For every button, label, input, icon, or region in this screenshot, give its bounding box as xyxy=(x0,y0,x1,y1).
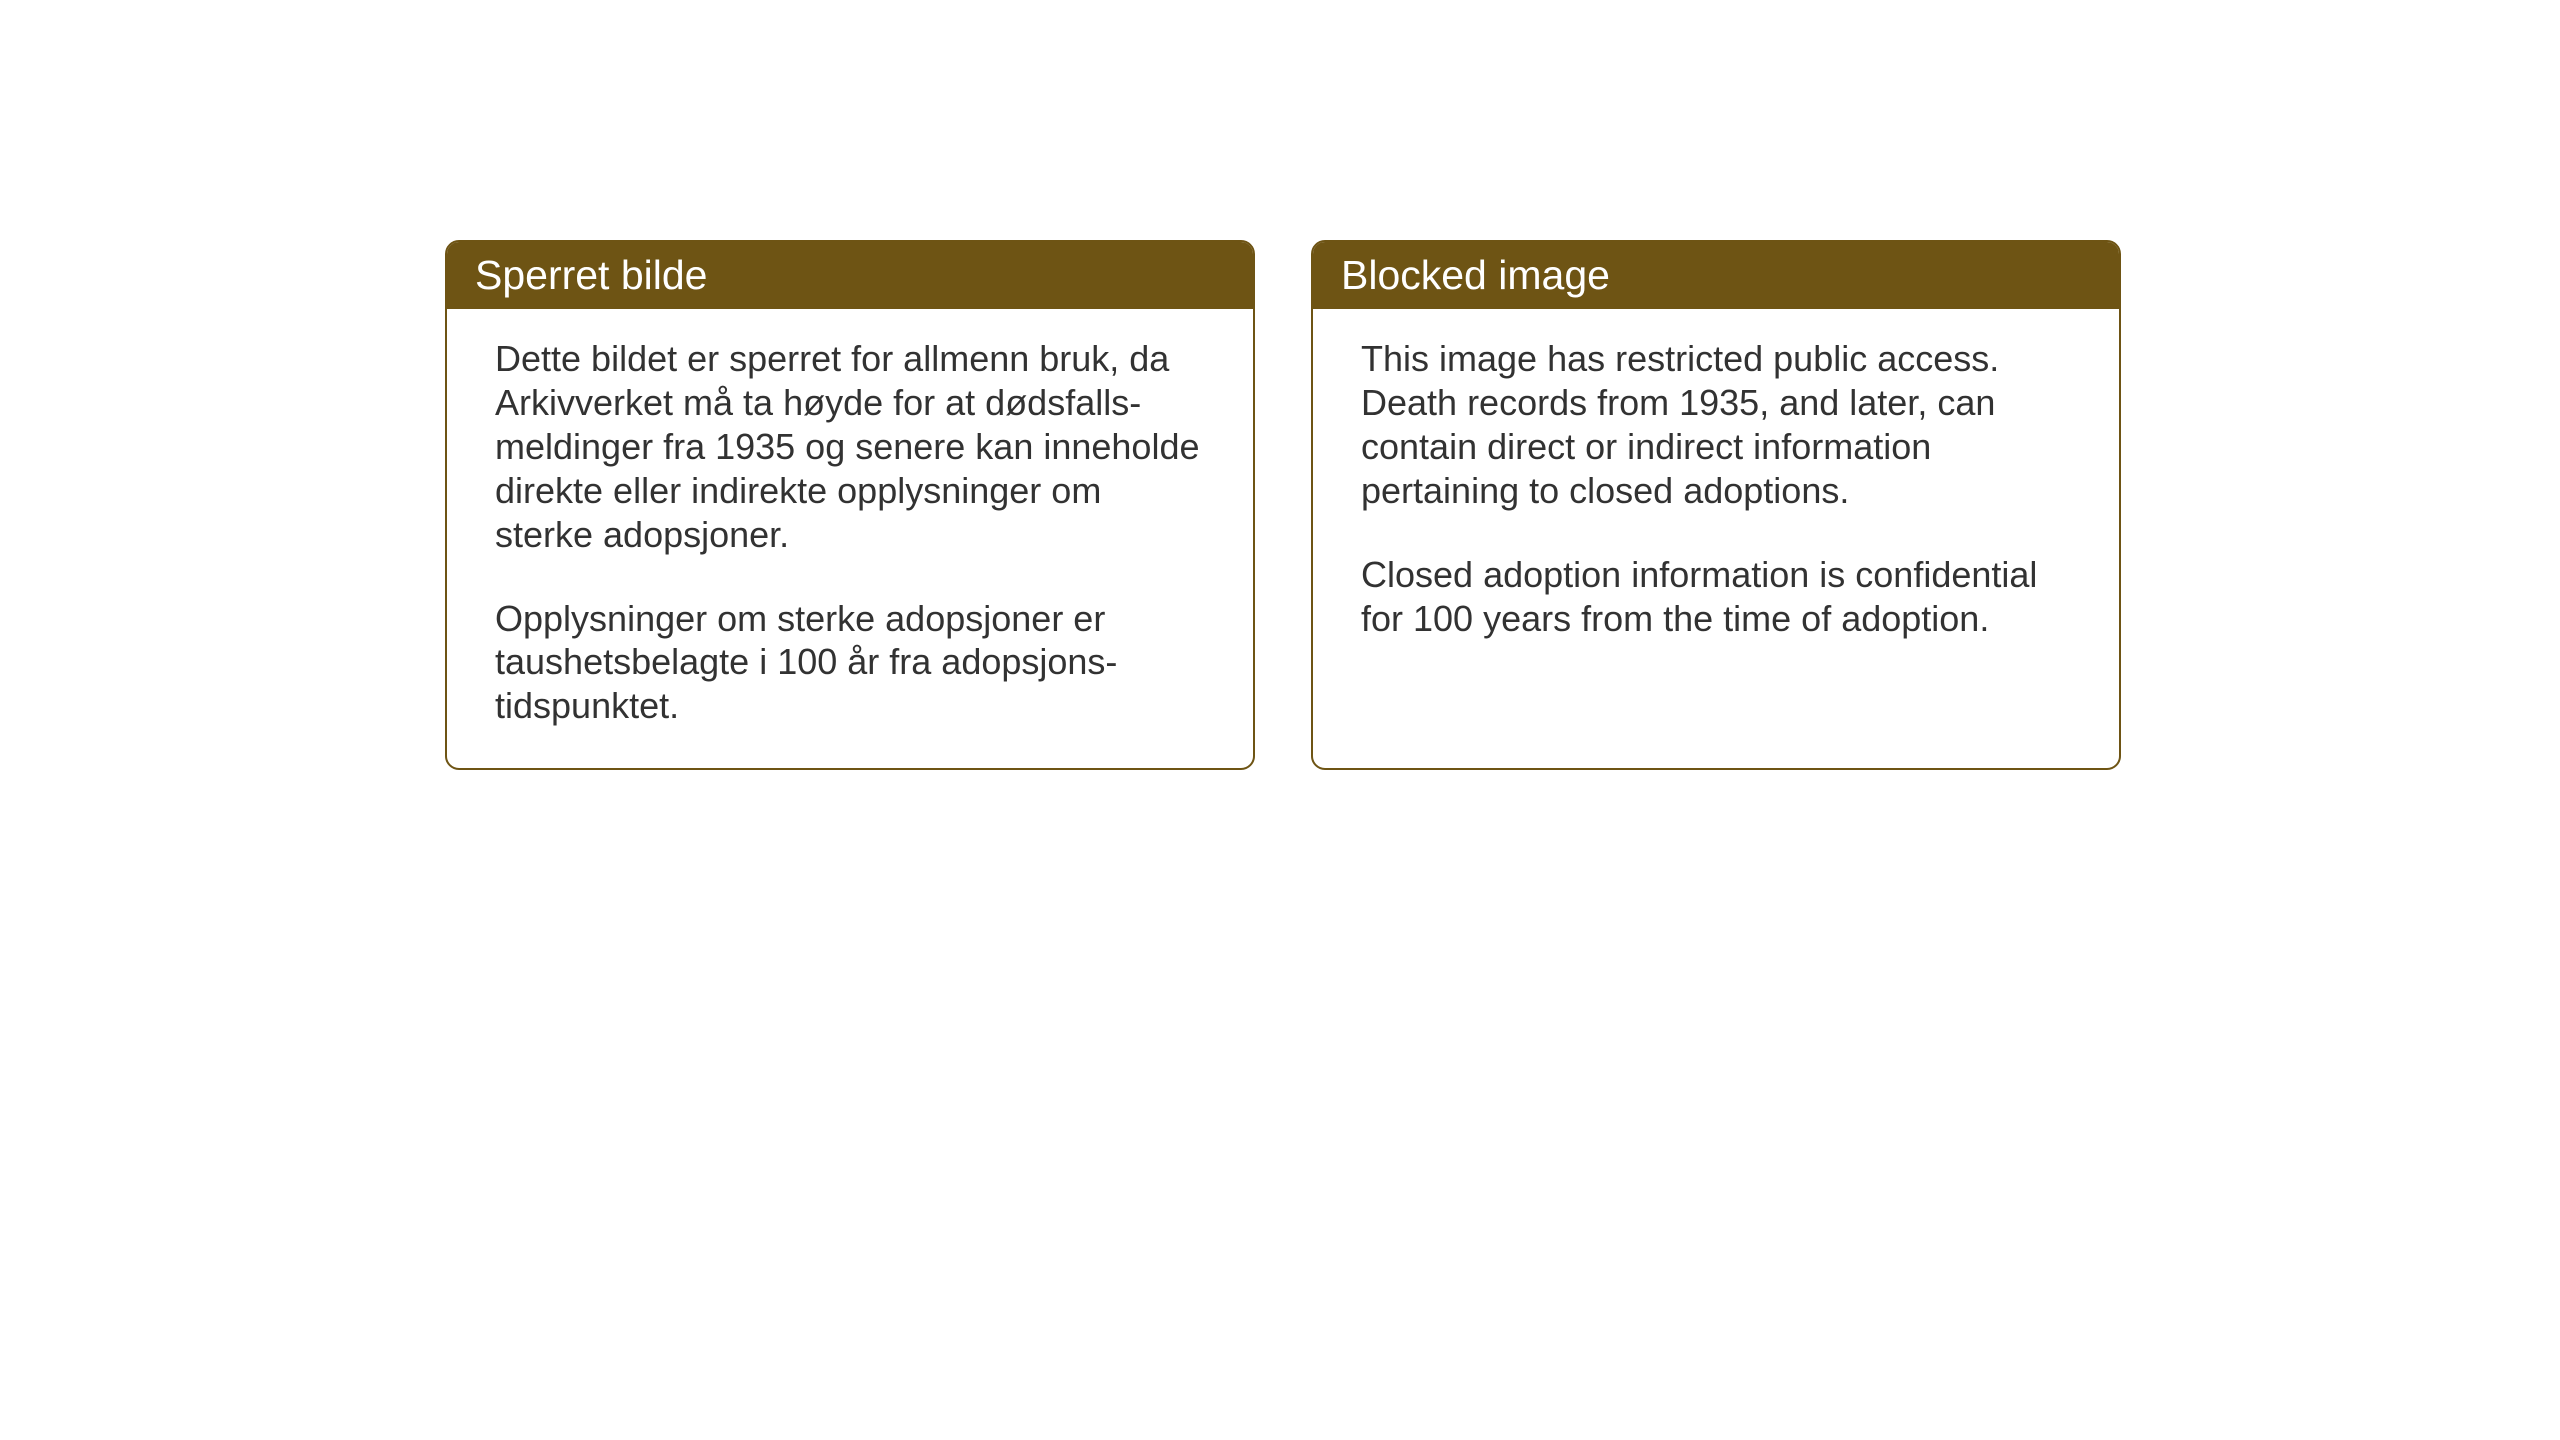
card-paragraph-2-english: Closed adoption information is confident… xyxy=(1361,553,2071,641)
card-title-english: Blocked image xyxy=(1341,252,1610,298)
card-english: Blocked image This image has restricted … xyxy=(1311,240,2121,770)
cards-container: Sperret bilde Dette bildet er sperret fo… xyxy=(445,240,2121,770)
card-header-norwegian: Sperret bilde xyxy=(447,242,1253,309)
card-norwegian: Sperret bilde Dette bildet er sperret fo… xyxy=(445,240,1255,770)
card-paragraph-1-english: This image has restricted public access.… xyxy=(1361,337,2071,513)
card-paragraph-2-norwegian: Opplysninger om sterke adopsjoner er tau… xyxy=(495,597,1205,729)
card-paragraph-1-norwegian: Dette bildet er sperret for allmenn bruk… xyxy=(495,337,1205,557)
card-body-english: This image has restricted public access.… xyxy=(1313,309,2119,680)
card-header-english: Blocked image xyxy=(1313,242,2119,309)
card-title-norwegian: Sperret bilde xyxy=(475,252,707,298)
card-body-norwegian: Dette bildet er sperret for allmenn bruk… xyxy=(447,309,1253,768)
